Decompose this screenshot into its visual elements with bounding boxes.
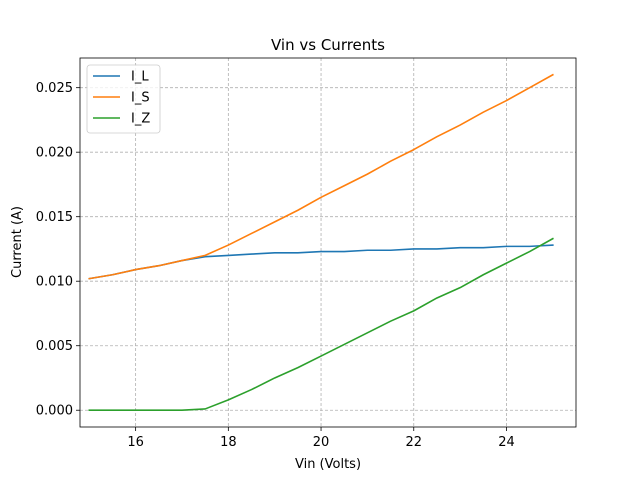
y-tick-label: 0.025	[36, 81, 73, 96]
series-line-i-z	[88, 237, 554, 412]
x-tick-label: 18	[220, 435, 237, 450]
y-tick-label: 0.000	[36, 404, 73, 419]
y-axis-ticks: 0.000 0.005 0.010 0.015 0.020 0.025	[36, 81, 80, 419]
legend-box	[86, 64, 161, 134]
y-tick-label: 0.005	[36, 339, 73, 354]
y-tick-label: 0.010	[36, 275, 73, 290]
legend-label-i-z: I_Z	[131, 112, 150, 127]
x-axis-label: Vin (Volts)	[295, 457, 361, 472]
x-tick-label: 24	[498, 435, 515, 450]
x-tick-label: 22	[405, 435, 422, 450]
series-line-i-s	[88, 73, 554, 280]
legend: I_L I_S I_Z	[86, 64, 161, 134]
legend-label-i-l: I_L	[131, 70, 149, 85]
y-tick-label: 0.015	[36, 210, 73, 225]
y-axis-label: Current (A)	[10, 206, 25, 278]
x-tick-label: 20	[313, 435, 330, 450]
legend-label-i-s: I_S	[131, 91, 150, 106]
chart-title: Vin vs Currents	[271, 36, 385, 54]
x-tick-label: 16	[127, 435, 144, 450]
x-axis-ticks: 16 18 20 22 24	[127, 427, 515, 450]
plot-area-frame	[79, 57, 577, 428]
plot-series	[88, 73, 554, 412]
y-tick-label: 0.020	[36, 146, 73, 161]
